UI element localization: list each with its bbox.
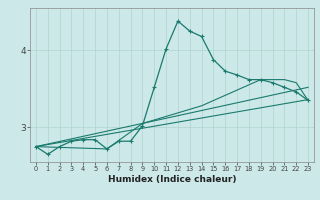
X-axis label: Humidex (Indice chaleur): Humidex (Indice chaleur) xyxy=(108,175,236,184)
